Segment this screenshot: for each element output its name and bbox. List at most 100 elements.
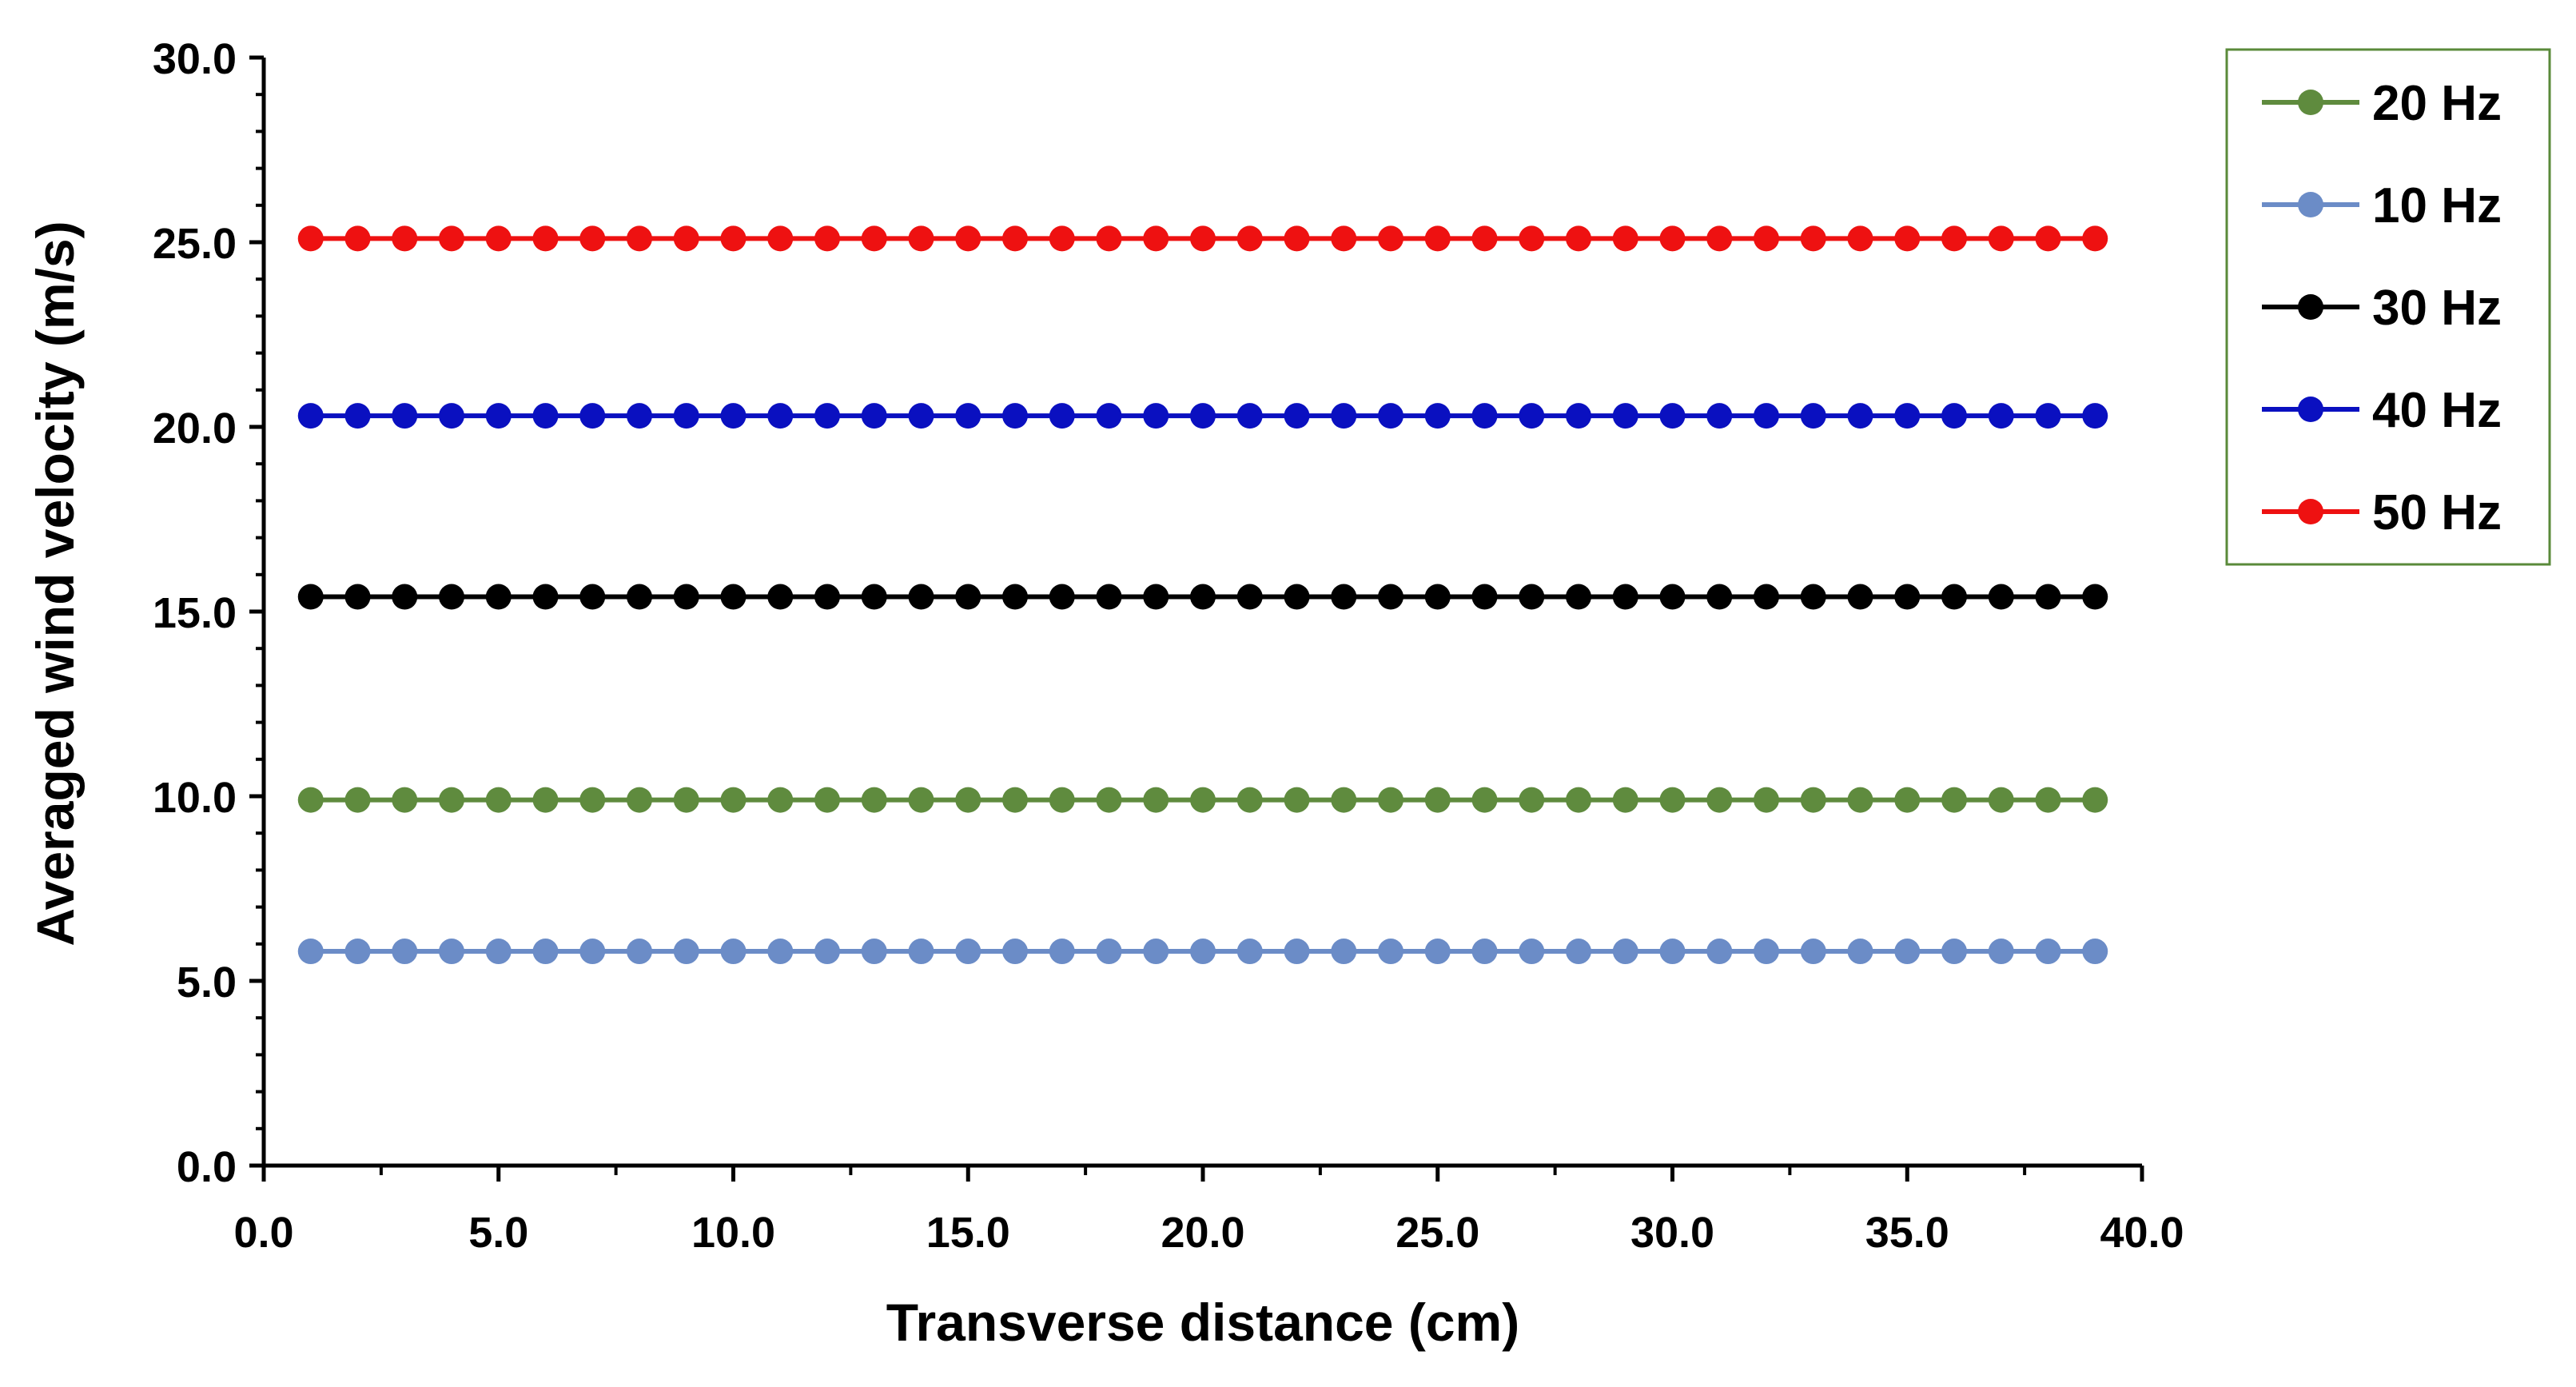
data-point-50-hz	[2082, 225, 2108, 252]
data-point-50-hz	[1566, 225, 1591, 252]
data-point-20-hz	[861, 787, 887, 813]
data-point-40-hz	[814, 403, 840, 429]
data-point-40-hz	[1049, 403, 1075, 429]
data-point-30-hz	[1566, 584, 1591, 610]
data-point-20-hz	[297, 787, 324, 813]
data-point-30-hz	[1190, 584, 1216, 610]
data-point-30-hz	[908, 584, 934, 610]
data-point-10-hz	[1002, 939, 1028, 965]
data-point-30-hz	[344, 584, 371, 610]
legend-label-20-hz: 20 Hz	[2372, 76, 2502, 131]
x-tick-label: 30.0	[1630, 1209, 1714, 1257]
data-point-40-hz	[1894, 403, 1921, 429]
data-point-50-hz	[1800, 225, 1826, 252]
legend-marker-30-hz	[2298, 294, 2323, 320]
data-point-40-hz	[720, 403, 747, 429]
data-point-40-hz	[1706, 403, 1733, 429]
data-point-50-hz	[1612, 225, 1638, 252]
data-point-10-hz	[955, 939, 981, 965]
data-point-20-hz	[1754, 787, 1779, 813]
data-point-30-hz	[392, 584, 418, 610]
data-point-10-hz	[344, 939, 371, 965]
data-point-20-hz	[579, 787, 606, 813]
data-point-40-hz	[439, 403, 464, 429]
data-point-30-hz	[673, 584, 699, 610]
data-point-10-hz	[1190, 939, 1216, 965]
data-point-40-hz	[1941, 403, 1967, 429]
data-point-20-hz	[814, 787, 840, 813]
data-point-30-hz	[485, 584, 512, 610]
data-point-20-hz	[2035, 787, 2061, 813]
data-point-30-hz	[1659, 584, 1686, 610]
data-point-20-hz	[1190, 787, 1216, 813]
data-point-20-hz	[720, 787, 747, 813]
x-tick-label: 35.0	[1865, 1209, 1949, 1257]
data-point-30-hz	[861, 584, 887, 610]
data-point-30-hz	[1800, 584, 1826, 610]
data-point-20-hz	[1800, 787, 1826, 813]
data-point-30-hz	[1096, 584, 1122, 610]
data-point-50-hz	[1331, 225, 1357, 252]
data-point-10-hz	[1049, 939, 1075, 965]
data-point-30-hz	[1988, 584, 2014, 610]
data-point-20-hz	[485, 787, 512, 813]
data-point-10-hz	[297, 939, 324, 965]
axes: 0.0 5.0 10.0 15.0 20.0 25.0 30.0 0.0 5.0 10.0 15.0…	[153, 35, 2184, 1257]
data-point-40-hz	[579, 403, 606, 429]
data-point-40-hz	[1988, 403, 2014, 429]
data-point-40-hz	[627, 403, 652, 429]
data-point-40-hz	[861, 403, 887, 429]
data-point-10-hz	[673, 939, 699, 965]
data-point-50-hz	[1190, 225, 1216, 252]
legend: 20 Hz 10 Hz 30 Hz 40 Hz 50 Hz	[2225, 48, 2551, 566]
y-tick-label: 15.0	[153, 589, 237, 637]
data-point-40-hz	[1002, 403, 1028, 429]
data-point-30-hz	[1519, 584, 1545, 610]
data-point-30-hz	[767, 584, 794, 610]
data-point-50-hz	[1471, 225, 1498, 252]
data-point-40-hz	[392, 403, 418, 429]
data-point-40-hz	[1471, 403, 1498, 429]
y-tick-label: 20.0	[153, 405, 237, 452]
data-point-50-hz	[1284, 225, 1310, 252]
legend-label-40-hz: 40 Hz	[2372, 383, 2502, 438]
data-point-20-hz	[673, 787, 699, 813]
data-point-30-hz	[955, 584, 981, 610]
data-point-30-hz	[1847, 584, 1873, 610]
data-point-20-hz	[1096, 787, 1122, 813]
data-point-10-hz	[767, 939, 794, 965]
data-point-10-hz	[1941, 939, 1967, 965]
data-point-10-hz	[908, 939, 934, 965]
data-point-20-hz	[1519, 787, 1545, 813]
data-point-50-hz	[955, 225, 981, 252]
y-axis-title: Averaged wind velocity (m/s)	[26, 221, 85, 946]
data-point-30-hz	[297, 584, 324, 610]
data-point-40-hz	[2035, 403, 2061, 429]
legend-marker-40-hz	[2298, 397, 2323, 422]
data-point-20-hz	[1941, 787, 1967, 813]
data-point-50-hz	[1143, 225, 1169, 252]
data-point-50-hz	[1519, 225, 1545, 252]
data-point-30-hz	[1754, 584, 1779, 610]
data-point-40-hz	[1754, 403, 1779, 429]
x-tick-label: 25.0	[1395, 1209, 1479, 1257]
data-point-20-hz	[439, 787, 464, 813]
data-point-20-hz	[1988, 787, 2014, 813]
data-point-10-hz	[1378, 939, 1403, 965]
data-point-40-hz	[2082, 403, 2108, 429]
legend-marker-10-hz	[2298, 192, 2323, 217]
data-point-40-hz	[1236, 403, 1263, 429]
data-point-40-hz	[1331, 403, 1357, 429]
data-point-50-hz	[861, 225, 887, 252]
x-axis-title: Transverse distance (cm)	[886, 1293, 1519, 1352]
data-point-10-hz	[1659, 939, 1686, 965]
data-point-50-hz	[1988, 225, 2014, 252]
data-point-50-hz	[532, 225, 559, 252]
data-point-40-hz	[532, 403, 559, 429]
data-point-30-hz	[2082, 584, 2108, 610]
data-point-30-hz	[1236, 584, 1263, 610]
data-point-10-hz	[1612, 939, 1638, 965]
data-point-20-hz	[955, 787, 981, 813]
data-point-30-hz	[1378, 584, 1403, 610]
